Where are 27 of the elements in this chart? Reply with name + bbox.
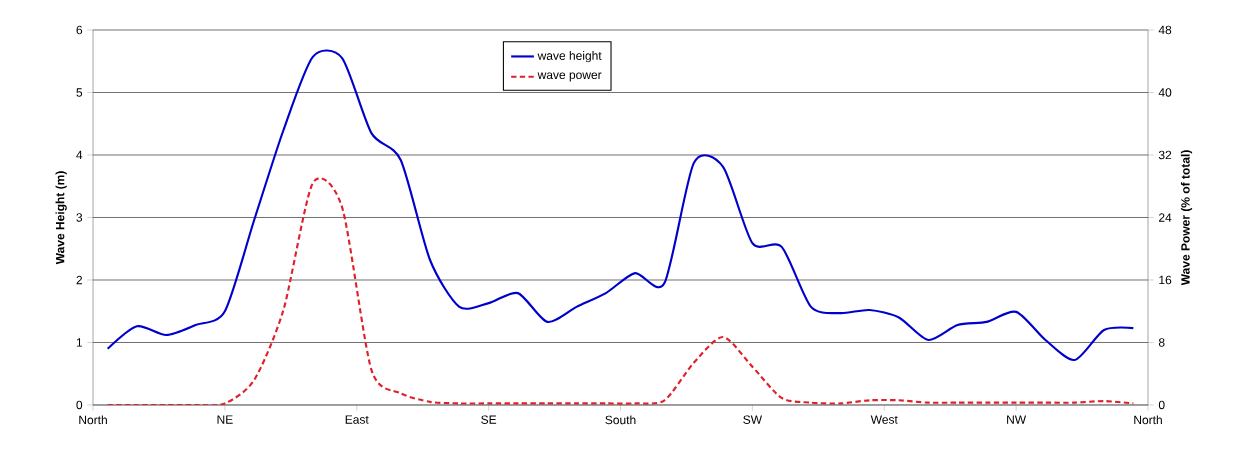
- legend-label: wave height: [537, 51, 602, 63]
- y-tick-label: 1: [76, 338, 83, 347]
- y2-tick-label: 16: [1159, 275, 1172, 285]
- y2-tick-label: 8: [1158, 338, 1165, 347]
- y2-tick-label: 32: [1158, 150, 1172, 160]
- x-tick-label: East: [345, 415, 369, 424]
- x-tick-label: North: [79, 415, 107, 425]
- y-axis-title: Wave Height (m): [55, 171, 67, 265]
- y-tick-label: 6: [76, 25, 83, 35]
- x-tick-label: West: [870, 415, 898, 424]
- x-tick-label: SW: [743, 415, 763, 424]
- x-tick-label: South: [605, 415, 636, 425]
- y2-tick-label: 48: [1158, 25, 1172, 35]
- y-tick-label: 0: [76, 400, 83, 410]
- y-tick-label: 3: [76, 213, 83, 222]
- x-tick-label: NE: [217, 415, 233, 424]
- y2-tick-label: 24: [1159, 213, 1172, 222]
- y2-tick-label: 0: [1158, 400, 1165, 410]
- x-tick-label: NW: [1007, 415, 1027, 424]
- y-tick-label: 4: [76, 150, 83, 160]
- x-tick-label: North: [1134, 415, 1162, 425]
- y2-axis-title: Wave Power (% of total): [1180, 150, 1193, 286]
- x-tick-label: SE: [481, 415, 497, 424]
- y-tick-label: 2: [76, 275, 82, 285]
- y2-tick-label: 40: [1158, 88, 1172, 97]
- y-tick-label: 5: [76, 88, 83, 97]
- legend-label: wave power: [537, 72, 602, 82]
